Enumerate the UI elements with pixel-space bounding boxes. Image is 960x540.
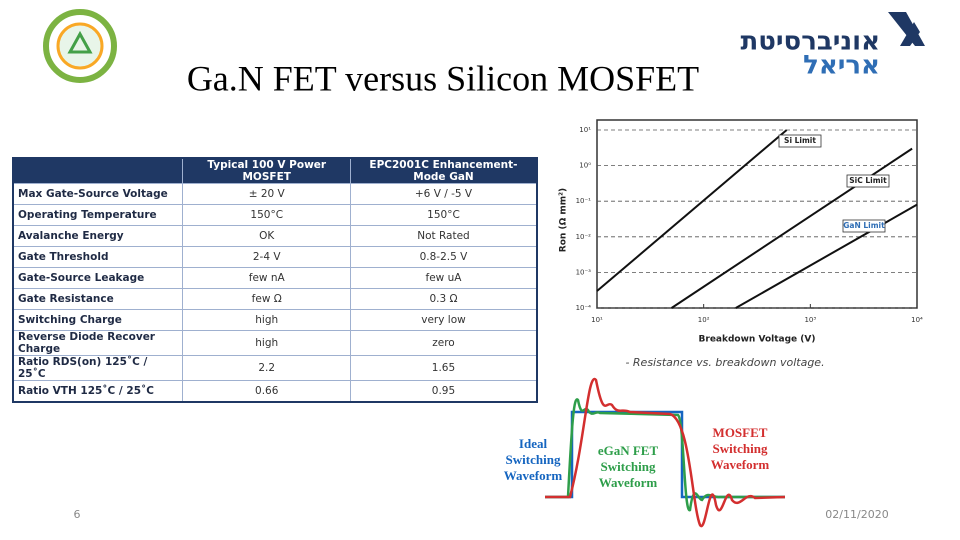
y-tick-label: 10⁻³ [576, 268, 592, 276]
table-cell: 2.2 [182, 355, 351, 381]
legend-label: Si Limit [784, 136, 816, 145]
row-header: Gate-Source Leakage [12, 267, 184, 289]
page-number: 6 [74, 508, 81, 521]
limit-line [596, 129, 788, 292]
logo-line: אוניברסיטת [740, 27, 880, 57]
table-cell: OK [182, 225, 351, 247]
y-tick-label: 10⁻⁴ [576, 304, 592, 312]
logo-line: אריאל [803, 51, 880, 81]
table-cell: 0.3 Ω [349, 288, 538, 310]
legend-box [778, 134, 822, 148]
waveform-illustration [545, 377, 786, 528]
table-row: Avalanche Energy OK Not Rated [12, 225, 538, 247]
table-row: Gate Threshold 2-4 V 0.8-2.5 V [12, 246, 538, 268]
legend-label: GaN Limit [843, 221, 885, 230]
row-header: Gate Threshold [12, 246, 184, 268]
legend-box [846, 174, 890, 188]
date: 02/11/2020 [825, 508, 888, 521]
table-cell: 0.8-2.5 V [349, 246, 538, 268]
y-tick-label: 10⁻² [576, 233, 592, 241]
table-row: Ratio VTH 125˚C / 25˚C 0.66 0.95 [12, 380, 538, 403]
table-cell: ± 20 V [182, 183, 351, 205]
y-tick-label: 10¹ [579, 126, 591, 134]
table-row: Gate-Source Leakage few nA few uA [12, 267, 538, 289]
table-cell: 2-4 V [182, 246, 351, 268]
table-cell: 150°C [349, 204, 538, 226]
row-header: Avalanche Energy [12, 225, 184, 247]
x-axis-label: Breakdown Voltage (V) [699, 335, 816, 345]
table-cell: 1.65 [349, 355, 538, 381]
table-row: Ratio RDS(on) 125˚C / 25˚C 2.2 1.65 [12, 355, 538, 381]
x-tick-label: 10¹ [591, 316, 603, 324]
header-cell [12, 157, 184, 184]
waveform-label: Waveform [711, 457, 770, 472]
center-logo [43, 9, 117, 83]
x-tick-label: 10³ [804, 316, 816, 324]
limit-line [735, 203, 918, 309]
y-tick-label: 10⁻¹ [576, 197, 592, 205]
table-row: Gate Resistance few Ω 0.3 Ω [12, 288, 538, 310]
waveform-label: Ideal [519, 436, 548, 451]
waveform-label: Waveform [504, 468, 563, 483]
chart-caption: - Resistance vs. breakdown voltage. [625, 356, 824, 369]
row-header: Ratio RDS(on) 125˚C / 25˚C [12, 355, 184, 381]
waveform-label: Switching [713, 441, 768, 456]
waveform-label: eGaN FET [598, 443, 659, 458]
table-row: Operating Temperature 150°C 150°C [12, 204, 538, 226]
table-cell: 0.95 [349, 380, 538, 403]
waveform-label: Waveform [599, 475, 658, 490]
y-tick-label: 10⁰ [579, 162, 591, 170]
table-row: Max Gate-Source Voltage ± 20 V +6 V / -5 V [12, 183, 538, 205]
row-header: Operating Temperature [12, 204, 184, 226]
table-cell: Not Rated [349, 225, 538, 247]
table-cell: 0.66 [182, 380, 351, 403]
table-header: Typical 100 V Power MOSFET EPC2001C Enhan… [12, 157, 538, 184]
y-axis-label: Ron (Ω mm²) [559, 188, 569, 252]
breakdown-chart: 10⁻⁴ 10⁻³ 10⁻² 10⁻¹ 10⁰ 10¹ 10¹ 10² 10³ 10⁴ Breakd… [559, 119, 923, 369]
x-tick-label: 10⁴ [911, 316, 923, 324]
header-cell: Typical 100 V Power MOSFET [182, 157, 351, 184]
row-header: Ratio VTH 125˚C / 25˚C [12, 380, 184, 403]
table-cell: few uA [349, 267, 538, 289]
legend-box [842, 219, 886, 233]
table-cell: high [182, 309, 351, 331]
table-cell: zero [349, 330, 538, 356]
waveform-label: Switching [506, 452, 561, 467]
table-row: Switching Charge high very low [12, 309, 538, 331]
waveform-label: MOSFET [713, 425, 768, 440]
table-cell: high [182, 330, 351, 356]
table-cell: +6 V / -5 V [349, 183, 538, 205]
university-logo: אוניברסיטת אריאל [740, 12, 925, 81]
table-cell: few Ω [182, 288, 351, 310]
row-header: Switching Charge [12, 309, 184, 331]
comparison-table: Typical 100 V Power MOSFET EPC2001C Enhan… [12, 157, 538, 403]
legend-label: SiC Limit [849, 176, 887, 185]
header-cell: EPC2001C Enhancement-Mode GaN [349, 157, 538, 184]
row-header: Reverse Diode Recover Charge [12, 330, 184, 356]
table-row: Reverse Diode Recover Charge high zero [12, 330, 538, 356]
table-cell: few nA [182, 267, 351, 289]
slide-title: Ga.N FET versus Silicon MOSFET [187, 58, 699, 98]
table-cell: very low [349, 309, 538, 331]
x-tick-label: 10² [698, 316, 710, 324]
waveform-label: Switching [601, 459, 656, 474]
row-header: Gate Resistance [12, 288, 184, 310]
table-cell: 150°C [182, 204, 351, 226]
row-header: Max Gate-Source Voltage [12, 183, 184, 205]
plot-frame [596, 119, 918, 309]
table-body: Max Gate-Source Voltage ± 20 V +6 V / -5 V… [12, 183, 538, 403]
